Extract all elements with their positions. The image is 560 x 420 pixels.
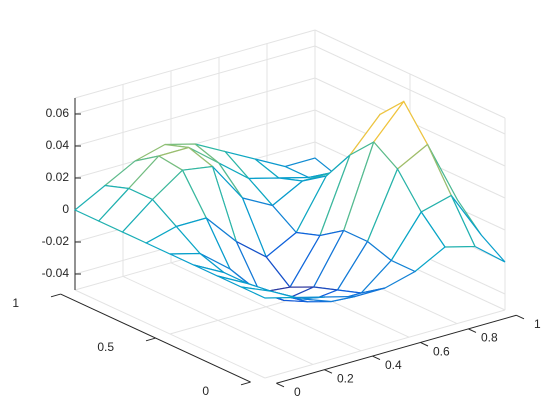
grid-line <box>74 77 316 147</box>
z-tick-label: 0.04 <box>46 138 70 152</box>
y-tick <box>145 337 156 342</box>
y-tick-label: 1 <box>12 296 19 310</box>
z-tick-label: 0 <box>62 202 69 216</box>
x-tick <box>324 369 333 374</box>
mesh-cell <box>240 286 296 299</box>
x-tick <box>516 314 525 320</box>
box-edge <box>74 29 316 99</box>
grid-line <box>264 309 506 379</box>
z-tick-label: -0.02 <box>42 234 70 248</box>
axis-line <box>276 314 517 384</box>
y-tick <box>50 293 61 298</box>
y-tick <box>240 381 251 386</box>
z-tick-label: 0.06 <box>46 106 70 120</box>
x-tick <box>372 355 381 361</box>
x-tick-label: 0.2 <box>337 372 354 386</box>
grid-line <box>314 45 506 135</box>
x-tick-label: 0 <box>294 385 301 399</box>
grid-line <box>74 45 316 115</box>
x-tick-label: 1 <box>534 317 541 331</box>
x-tick <box>468 328 477 333</box>
x-tick <box>420 342 429 347</box>
x-tick-label: 0.8 <box>481 331 498 345</box>
z-tick-label: 0.02 <box>46 170 70 184</box>
y-tick-label: 0 <box>202 384 209 398</box>
x-tick-label: 0.4 <box>385 358 402 372</box>
y-tick-label: 0.5 <box>97 340 114 354</box>
z-tick-label: -0.04 <box>42 266 70 280</box>
box-edge <box>314 29 506 119</box>
x-tick-label: 0.6 <box>433 344 450 358</box>
x-tick <box>276 382 285 388</box>
